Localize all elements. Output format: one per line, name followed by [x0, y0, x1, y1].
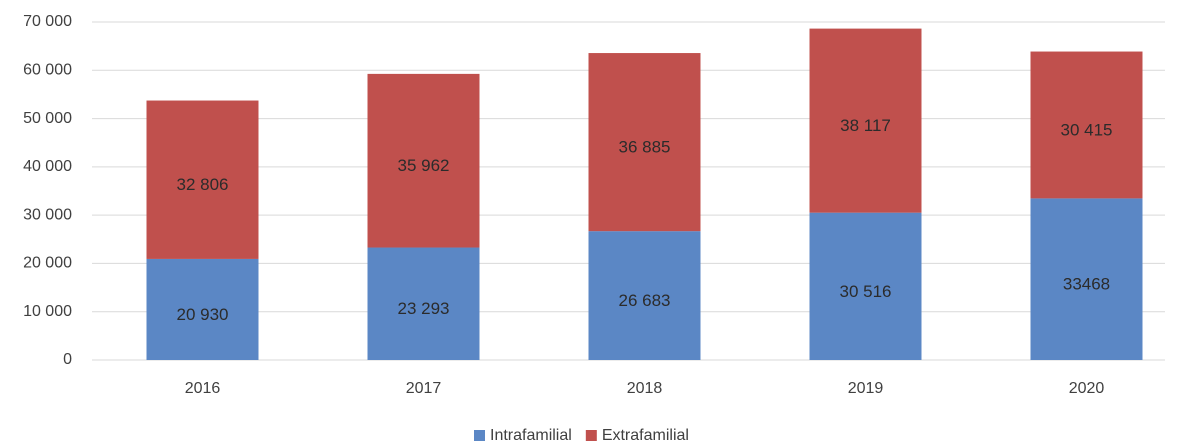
- bar-segment: [367, 73, 480, 248]
- bar-segment: [146, 258, 259, 360]
- data-label: 35 962: [398, 156, 450, 175]
- legend-label: Intrafamilial: [490, 427, 572, 444]
- legend-label: Extrafamilial: [602, 427, 689, 444]
- y-tick-label: 10 000: [23, 303, 72, 320]
- y-tick-label: 0: [63, 351, 72, 368]
- data-label: 26 683: [619, 291, 671, 310]
- x-tick-label: 2020: [1069, 380, 1105, 397]
- bar-segment: [809, 212, 922, 360]
- x-tick-label: 2018: [627, 380, 663, 397]
- legend-swatch: [474, 430, 485, 441]
- bar-segment: [146, 100, 259, 259]
- bar-segment: [1030, 198, 1143, 360]
- y-tick-label: 60 000: [23, 62, 72, 79]
- y-tick-label: 50 000: [23, 110, 72, 127]
- data-label: 38 117: [840, 116, 891, 135]
- bar-segment: [588, 231, 701, 360]
- bar-segment: [809, 28, 922, 213]
- data-label: 30 516: [840, 282, 892, 301]
- data-label: 36 885: [619, 138, 671, 157]
- x-tick-label: 2019: [848, 380, 884, 397]
- bar-segment: [1030, 51, 1143, 199]
- x-tick-label: 2016: [185, 380, 221, 397]
- data-label: 20 930: [177, 305, 229, 324]
- y-tick-label: 20 000: [23, 255, 72, 272]
- data-label: 23 293: [398, 299, 450, 318]
- data-label: 33468: [1063, 275, 1110, 294]
- data-label: 32 806: [177, 175, 229, 194]
- bar-segment: [588, 53, 701, 232]
- y-tick-label: 30 000: [23, 206, 72, 223]
- data-label: 30 415: [1061, 120, 1113, 139]
- legend-swatch: [585, 430, 597, 441]
- y-tick-label: 70 000: [23, 13, 72, 30]
- x-tick-label: 2017: [406, 380, 442, 397]
- bar-segment: [367, 247, 480, 360]
- y-tick-label: 40 000: [23, 158, 72, 175]
